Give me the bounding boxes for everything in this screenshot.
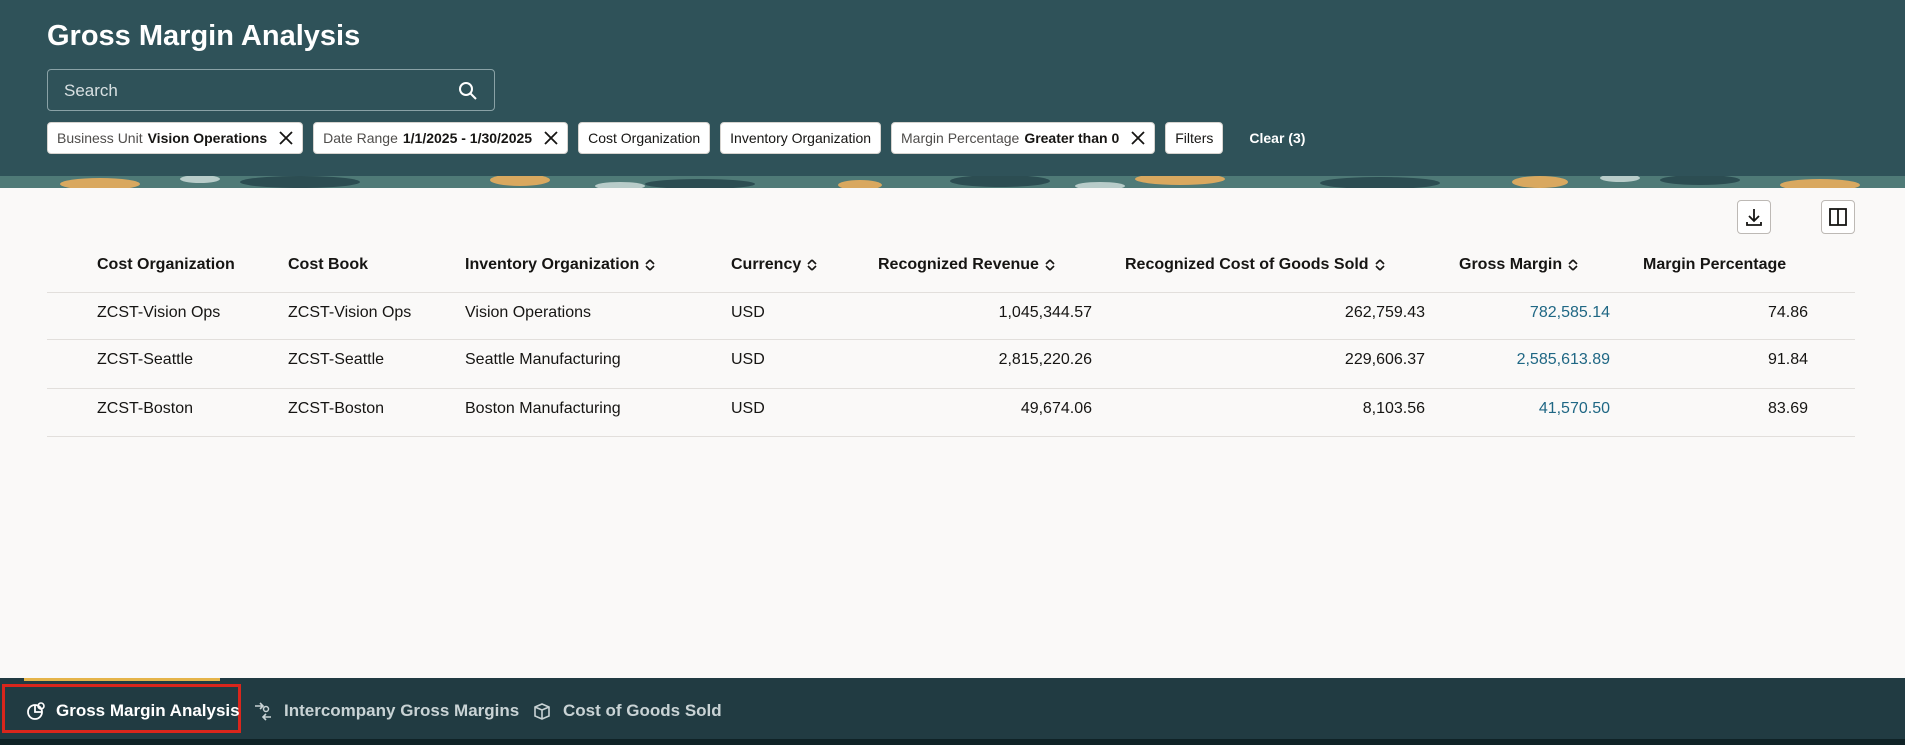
chip-label: Inventory Organization <box>730 130 872 146</box>
tab[interactable]: Gross Margin Analysis <box>24 700 240 722</box>
cell: 8,103.56 <box>1362 400 1425 417</box>
tab-label: Cost of Goods Sold <box>563 701 722 720</box>
cell-link[interactable]: 2,585,613.89 <box>1516 351 1610 368</box>
tab[interactable]: Intercompany Gross Margins <box>252 700 519 722</box>
tab-label: Intercompany Gross Margins <box>284 701 520 720</box>
column-label: Currency <box>731 256 802 273</box>
cell: ZCST-Vision Ops <box>97 304 221 321</box>
cell: USD <box>731 400 765 417</box>
cell: Seattle Manufacturing <box>465 351 621 368</box>
filter-chip[interactable]: Business Unit Vision Operations <box>47 122 304 154</box>
search-icon <box>459 82 477 100</box>
cell: 91.84 <box>1767 351 1808 368</box>
tab-icon <box>27 702 45 720</box>
chip-value: Vision Operations <box>147 130 268 146</box>
tab-icon <box>534 703 550 720</box>
search-placeholder: Search <box>64 81 118 100</box>
remove-icon <box>544 131 558 145</box>
column-header[interactable]: Currency <box>731 256 823 274</box>
sort-icon <box>1568 259 1578 271</box>
column-header: Margin Percentage <box>1643 256 1786 274</box>
column-header[interactable]: Gross Margin <box>1459 256 1584 274</box>
chip-value: Greater than 0 <box>1024 130 1120 146</box>
decorative-band <box>0 176 1905 188</box>
chip-label: Cost Organization <box>588 130 701 146</box>
sort-icon <box>1374 259 1385 271</box>
remove-icon <box>279 131 293 145</box>
sort-icon <box>1045 259 1055 271</box>
cell: Boston Manufacturing <box>465 400 621 417</box>
download-button[interactable] <box>1737 200 1771 234</box>
column-label: Recognized Cost of Goods Sold <box>1125 256 1369 273</box>
footer-tabbar <box>0 678 1905 745</box>
filter-chip[interactable]: Inventory Organization <box>720 122 882 154</box>
cell: 229,606.37 <box>1344 351 1425 368</box>
tab-indicator <box>24 678 220 681</box>
column-header[interactable]: Recognized Revenue <box>878 256 1061 274</box>
footer-strip <box>0 739 1905 745</box>
cell: USD <box>731 304 765 321</box>
cell: 2,815,220.26 <box>998 351 1092 368</box>
tab-icon <box>255 702 271 721</box>
clear-link[interactable]: Clear (3) <box>1249 130 1306 146</box>
page-title: Gross Margin Analysis <box>47 20 361 52</box>
row-divider <box>47 436 1855 437</box>
cell: 74.86 <box>1767 304 1808 321</box>
tab[interactable]: Cost of Goods Sold <box>531 700 722 722</box>
row-divider <box>47 339 1855 340</box>
column-label: Recognized Revenue <box>878 256 1039 273</box>
column-label: Margin Percentage <box>1643 256 1787 273</box>
cell-link[interactable]: 41,570.50 <box>1538 400 1610 417</box>
cell: 83.69 <box>1767 400 1808 417</box>
download-icon <box>1746 209 1762 226</box>
cell: 262,759.43 <box>1344 304 1425 321</box>
cell: ZCST-Boston <box>97 400 194 417</box>
cell: ZCST-Boston <box>288 400 385 417</box>
chip-label: Business Unit <box>57 130 143 146</box>
search-box[interactable]: Search <box>47 69 495 111</box>
column-label: Cost Book <box>288 256 368 273</box>
column-label: Gross Margin <box>1459 256 1563 273</box>
sort-icon <box>807 259 817 271</box>
cell: 1,045,344.57 <box>998 304 1092 321</box>
filter-chip[interactable]: Date Range 1/1/2025 - 1/30/2025 <box>313 122 569 154</box>
highlight-box <box>2 684 241 733</box>
tab-label: Gross Margin Analysis <box>56 701 240 720</box>
filter-chip[interactable]: Filters <box>1165 122 1224 154</box>
cell: Vision Operations <box>465 304 591 321</box>
column-header[interactable]: Recognized Cost of Goods Sold <box>1125 256 1391 274</box>
remove-icon <box>1131 131 1145 145</box>
row-divider <box>47 388 1855 389</box>
header: Gross Margin Analysis Search Business Un… <box>0 0 1905 176</box>
columns-button[interactable] <box>1821 200 1855 234</box>
chip-label: Margin Percentage <box>901 130 1020 146</box>
column-header[interactable]: Inventory Organization <box>465 256 661 274</box>
cell: ZCST-Seattle <box>97 351 194 368</box>
row-divider <box>47 292 1855 293</box>
column-header: Cost Organization <box>97 256 235 274</box>
filter-chips: Business Unit Vision Operations Date Range… <box>47 122 1305 154</box>
filter-chip[interactable]: Margin Percentage Greater than 0 <box>891 122 1156 154</box>
column-label: Inventory Organization <box>465 256 640 273</box>
cell: ZCST-Vision Ops <box>288 304 412 321</box>
cell: ZCST-Seattle <box>288 351 385 368</box>
cell: USD <box>731 351 765 368</box>
cell: 49,674.06 <box>1020 400 1092 417</box>
chip-value: 1/1/2025 - 1/30/2025 <box>402 130 533 146</box>
filter-chip[interactable]: Cost Organization <box>578 122 711 154</box>
column-header: Cost Book <box>288 256 368 274</box>
cell-link[interactable]: 782,585.14 <box>1529 304 1610 321</box>
chip-label: Date Range <box>323 130 398 146</box>
chip-label: Filters <box>1175 130 1214 146</box>
column-label: Cost Organization <box>97 256 235 273</box>
sort-icon <box>645 259 655 271</box>
columns-icon <box>1829 208 1847 226</box>
